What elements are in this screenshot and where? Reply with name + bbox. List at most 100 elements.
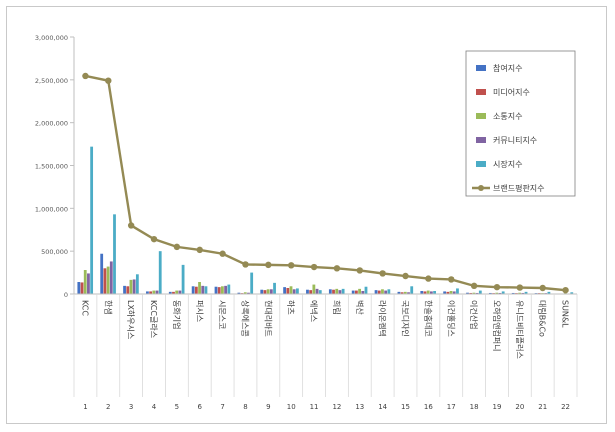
legend-swatch bbox=[476, 65, 486, 71]
x-category-label: 동화기업 bbox=[172, 300, 181, 329]
bar bbox=[426, 290, 430, 294]
x-rank-label: 5 bbox=[175, 403, 179, 411]
x-rank-label: 2 bbox=[106, 403, 110, 411]
bar bbox=[152, 290, 156, 294]
bar bbox=[217, 287, 221, 294]
bar bbox=[466, 292, 469, 294]
bar bbox=[146, 291, 149, 294]
line-point bbox=[379, 270, 386, 277]
bar bbox=[374, 290, 378, 294]
bar bbox=[87, 273, 90, 294]
bar bbox=[410, 286, 414, 294]
y-tick-label: 1,500,000 bbox=[35, 163, 68, 171]
bar bbox=[315, 288, 319, 294]
bar bbox=[456, 288, 459, 294]
x-rank-label: 6 bbox=[198, 403, 203, 411]
y-tick-label: 500,000 bbox=[41, 248, 68, 256]
bar bbox=[129, 279, 133, 294]
x-rank-label: 22 bbox=[561, 403, 570, 411]
x-category-label: 유니드비티플러스 bbox=[515, 300, 525, 359]
bar bbox=[201, 285, 205, 294]
bar bbox=[80, 282, 84, 294]
bar bbox=[524, 291, 528, 294]
bar bbox=[364, 286, 368, 294]
bar bbox=[338, 290, 342, 294]
bar bbox=[198, 282, 201, 294]
bar bbox=[351, 290, 355, 294]
bar bbox=[286, 288, 290, 294]
x-category-label: 이건산업 bbox=[469, 300, 479, 329]
x-category-label: 이건홀딩스 bbox=[446, 300, 456, 337]
bar bbox=[175, 290, 179, 294]
legend-swatch bbox=[476, 89, 486, 95]
bar bbox=[106, 266, 110, 294]
line-point bbox=[219, 250, 226, 257]
x-rank-label: 15 bbox=[401, 403, 410, 411]
bar bbox=[429, 291, 433, 294]
line-point bbox=[265, 261, 272, 269]
line-point bbox=[516, 284, 524, 291]
bar bbox=[498, 292, 502, 294]
legend-label: 시장지수 bbox=[493, 159, 522, 169]
bar bbox=[263, 290, 267, 294]
x-rank-label: 18 bbox=[470, 403, 479, 411]
bar bbox=[443, 291, 447, 294]
x-rank-label: 21 bbox=[538, 403, 547, 411]
bar bbox=[332, 289, 335, 294]
line-point bbox=[333, 265, 341, 272]
x-category-label: 오하임앤컴퍼니 bbox=[492, 300, 502, 352]
line-point bbox=[82, 72, 89, 80]
bar bbox=[243, 292, 247, 294]
bar bbox=[472, 292, 476, 294]
bar bbox=[501, 291, 505, 294]
x-rank-label: 11 bbox=[310, 403, 319, 411]
bar bbox=[221, 286, 224, 294]
bar bbox=[194, 286, 198, 294]
y-axis: 0 500,000 1,000,000 1,500,000 2,000,000 2,500… bbox=[35, 34, 75, 299]
bar bbox=[570, 292, 574, 294]
line-point bbox=[242, 261, 249, 268]
bar bbox=[306, 289, 309, 294]
line-point bbox=[173, 243, 181, 251]
bar bbox=[469, 292, 473, 294]
bar bbox=[269, 289, 273, 294]
y-tick-label: 1,000,000 bbox=[35, 205, 68, 213]
bar bbox=[247, 292, 250, 294]
bar bbox=[292, 289, 296, 294]
x-category-label: 에넥스 bbox=[309, 300, 319, 322]
x-category-label: KCC글라스 bbox=[149, 300, 158, 338]
line-path bbox=[85, 74, 566, 292]
legend-label: 브랜드평판지수 bbox=[493, 183, 545, 193]
line-point bbox=[356, 267, 363, 274]
bar bbox=[155, 290, 159, 294]
bar bbox=[478, 290, 482, 294]
legend-label: 소통지수 bbox=[493, 112, 522, 121]
bar bbox=[403, 291, 407, 294]
bar bbox=[423, 291, 427, 294]
x-rank-label: 8 bbox=[243, 403, 247, 411]
x-rank-label: 13 bbox=[355, 403, 364, 411]
x-category-label: 현대리바트 bbox=[263, 300, 273, 337]
bar bbox=[214, 286, 218, 294]
bar bbox=[260, 289, 264, 294]
bar bbox=[273, 282, 276, 294]
bar bbox=[109, 261, 113, 294]
bar bbox=[289, 286, 293, 294]
x-category-label: 한샘 bbox=[103, 300, 112, 315]
line-point bbox=[425, 275, 432, 282]
x-rank-label: 12 bbox=[332, 403, 341, 411]
line-point bbox=[470, 282, 478, 290]
line-point bbox=[105, 77, 112, 84]
x-rank-label: 17 bbox=[447, 403, 456, 411]
bar bbox=[296, 288, 299, 294]
bar bbox=[387, 289, 391, 294]
bar bbox=[518, 292, 522, 294]
y-tick-label: 2,000,000 bbox=[35, 120, 68, 128]
x-category-label: 벽산 bbox=[355, 300, 365, 315]
bar bbox=[149, 291, 153, 294]
bar bbox=[309, 290, 313, 294]
bar bbox=[361, 291, 365, 294]
line-point bbox=[196, 246, 203, 254]
legend-label: 커뮤니티지수 bbox=[493, 135, 537, 145]
